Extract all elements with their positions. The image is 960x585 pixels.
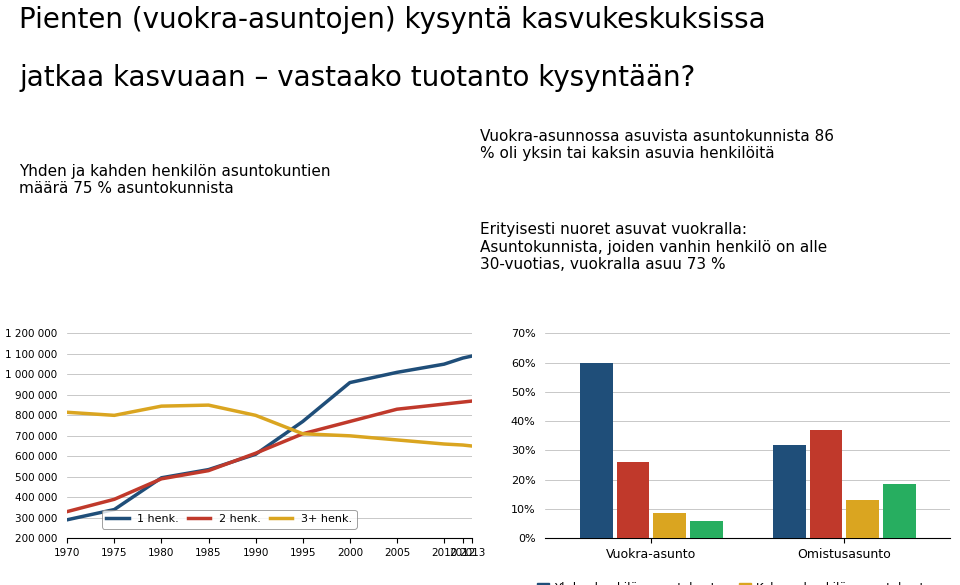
- 2 henk.: [392, 406, 403, 413]
- Bar: [690, 521, 723, 538]
- 2 henk.: [457, 398, 468, 405]
- 2 henk.: [467, 398, 478, 405]
- 2 henk.: [203, 467, 214, 474]
- Bar: [883, 484, 916, 538]
- 2 henk.: [439, 401, 450, 408]
- Bar: [809, 430, 842, 538]
- 3+ henk.: [108, 412, 120, 419]
- Bar: [846, 500, 879, 538]
- Text: Pienten (vuokra-asuntojen) kysyntä kasvukeskuksissa: Pienten (vuokra-asuntojen) kysyntä kasvu…: [19, 6, 766, 34]
- 3+ henk.: [439, 441, 450, 448]
- Line: 2 henk.: 2 henk.: [67, 401, 472, 511]
- 1 henk.: [108, 506, 120, 513]
- 3+ henk.: [156, 402, 167, 409]
- Line: 1 henk.: 1 henk.: [67, 356, 472, 519]
- Text: Yhden ja kahden henkilön asuntokuntien
määrä 75 % asuntokunnista: Yhden ja kahden henkilön asuntokuntien m…: [19, 164, 330, 196]
- Bar: [654, 514, 686, 538]
- 3+ henk.: [61, 409, 73, 416]
- 1 henk.: [156, 474, 167, 481]
- 3+ henk.: [203, 401, 214, 408]
- 3+ henk.: [457, 442, 468, 449]
- Bar: [616, 462, 650, 538]
- 3+ henk.: [467, 442, 478, 449]
- Bar: [580, 363, 612, 538]
- 1 henk.: [344, 379, 355, 386]
- Legend: 1 henk., 2 henk., 3+ henk.: 1 henk., 2 henk., 3+ henk.: [102, 510, 356, 529]
- 1 henk.: [297, 418, 308, 425]
- 1 henk.: [457, 355, 468, 362]
- 1 henk.: [392, 369, 403, 376]
- Line: 3+ henk.: 3+ henk.: [67, 405, 472, 446]
- Text: Erityisesti nuoret asuvat vuokralla:
Asuntokunnista, joiden vanhin henkilö on al: Erityisesti nuoret asuvat vuokralla: Asu…: [480, 222, 828, 272]
- 2 henk.: [250, 450, 261, 457]
- 3+ henk.: [250, 412, 261, 419]
- 3+ henk.: [392, 436, 403, 443]
- 2 henk.: [61, 508, 73, 515]
- 2 henk.: [297, 431, 308, 438]
- Bar: [773, 445, 805, 538]
- 1 henk.: [61, 516, 73, 523]
- 2 henk.: [108, 495, 120, 503]
- 2 henk.: [344, 418, 355, 425]
- 3+ henk.: [297, 431, 308, 438]
- Text: Vuokra-asunnossa asuvista asuntokunnista 86
% oli yksin tai kaksin asuvia henkil: Vuokra-asunnossa asuvista asuntokunnista…: [480, 129, 834, 161]
- 1 henk.: [467, 352, 478, 359]
- 1 henk.: [250, 450, 261, 457]
- 1 henk.: [203, 466, 214, 473]
- Legend: Yhden henkilön asuntokunta, Kahden henkilön asuntokunta, Kolmen henkilön asuntok: Yhden henkilön asuntokunta, Kahden henki…: [533, 577, 960, 585]
- 1 henk.: [439, 360, 450, 368]
- Text: jatkaa kasvuaan – vastaako tuotanto kysyntään?: jatkaa kasvuaan – vastaako tuotanto kysy…: [19, 64, 696, 92]
- 3+ henk.: [344, 432, 355, 439]
- 2 henk.: [156, 475, 167, 482]
